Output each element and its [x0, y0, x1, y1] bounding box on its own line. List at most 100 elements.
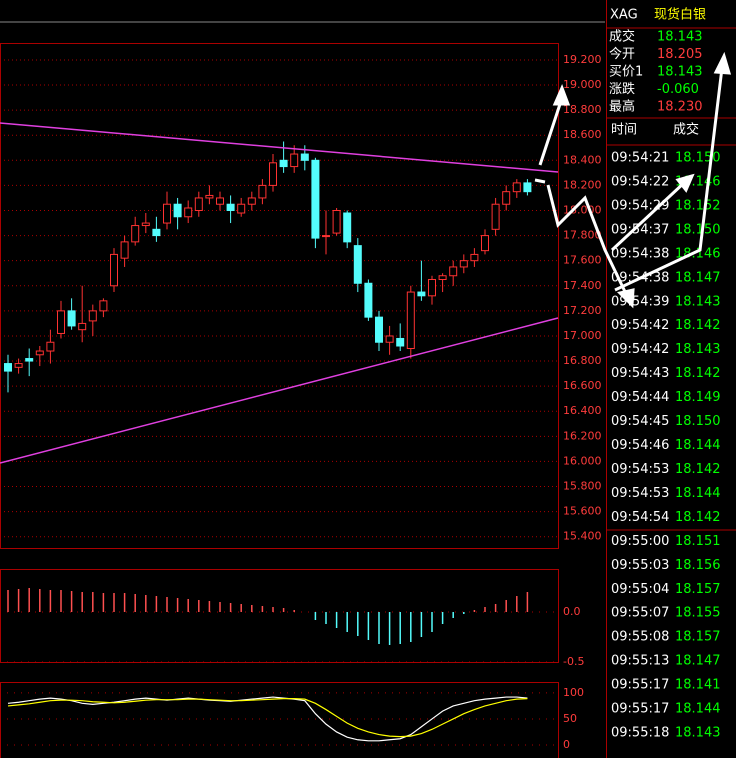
- trade-time: 09:55:18: [611, 726, 669, 741]
- candle-body: [438, 275, 447, 281]
- arrow: [538, 97, 564, 166]
- candle-body: [502, 191, 511, 205]
- quote-value: -0.060: [657, 82, 699, 97]
- candle-body: [152, 228, 161, 237]
- candle-body: [459, 260, 468, 268]
- trade-price: 18.143: [675, 726, 721, 741]
- candle-body: [173, 203, 182, 218]
- indicator-line: [7, 698, 528, 738]
- candle-body: [226, 203, 235, 211]
- trade-time: 09:55:07: [611, 606, 669, 621]
- trade-time: 09:55:03: [611, 558, 669, 573]
- trade-time: 09:54:46: [611, 438, 669, 453]
- quote-label: 买价1: [609, 65, 643, 80]
- trade-time: 09:55:00: [611, 534, 669, 549]
- candle-body: [99, 300, 108, 312]
- y-tick-label: 19.000: [563, 78, 602, 91]
- candle-body: [481, 235, 489, 252]
- arrow: [614, 67, 724, 292]
- quote-value: 18.143: [657, 65, 703, 80]
- y-tick-label: 18.600: [563, 128, 602, 141]
- trade-time: 09:54:42: [611, 318, 669, 333]
- trade-time: 09:54:38: [611, 246, 669, 261]
- candle-body: [311, 159, 320, 239]
- candle-body: [417, 291, 426, 297]
- arrow-head: [552, 84, 571, 106]
- trade-price: 18.150: [675, 414, 721, 429]
- y-tick-label: 17.600: [563, 254, 602, 267]
- trade-time: 09:55:08: [611, 630, 669, 645]
- candle-body: [491, 203, 500, 230]
- candle-body: [216, 197, 224, 205]
- quote-label: 今开: [609, 46, 635, 62]
- indicator-line: [7, 696, 528, 742]
- candle-body: [4, 363, 12, 372]
- candle-body: [385, 335, 394, 343]
- trade-price: 18.144: [675, 486, 721, 501]
- quote-value: 18.230: [657, 100, 703, 115]
- arrow: [610, 180, 687, 252]
- y-tick-label: 19.200: [563, 53, 602, 66]
- y-tick-label: 18.400: [563, 153, 602, 166]
- candle-body: [375, 316, 383, 343]
- candle-body: [300, 153, 309, 161]
- trendline: [0, 122, 559, 173]
- trade-time: 09:55:04: [611, 582, 669, 597]
- candle-body: [258, 184, 267, 199]
- quote-label: 最高: [609, 99, 635, 115]
- candle-body: [88, 310, 97, 322]
- candle-body: [364, 282, 373, 318]
- candle-body: [25, 358, 34, 362]
- arrow-head: [675, 173, 695, 193]
- instrument-name: 现货白银: [654, 7, 706, 23]
- y-tick-label: 17.400: [563, 279, 602, 292]
- annotations: [0, 51, 732, 464]
- trade-price: 18.142: [675, 462, 721, 477]
- trade-time: 09:54:53: [611, 486, 669, 501]
- y-tick-label: 100: [563, 686, 584, 699]
- candle-body: [343, 212, 352, 243]
- quote-value: 18.143: [657, 30, 703, 45]
- candle-body: [131, 225, 140, 243]
- candle-body: [406, 291, 415, 350]
- macd-panel: [0, 569, 559, 663]
- y-tick-label: 0: [563, 738, 570, 751]
- y-tick-label: 18.800: [563, 103, 602, 116]
- trade-price: 18.150: [675, 222, 721, 237]
- trades-header: 成交: [673, 122, 699, 138]
- candle-body: [205, 194, 214, 199]
- trade-time: 09:55:13: [611, 654, 669, 669]
- candle-body: [269, 162, 277, 186]
- trade-price: 18.157: [675, 582, 721, 597]
- y-tick-label: 18.200: [563, 178, 602, 191]
- trade-price: 18.152: [675, 198, 721, 213]
- trade-price: 18.156: [675, 558, 721, 573]
- y-tick-label: 50: [563, 712, 577, 725]
- trade-price: 18.147: [675, 654, 721, 669]
- y-tick-label: 15.600: [563, 505, 602, 518]
- trade-time: 09:55:17: [611, 678, 669, 693]
- candle-body: [67, 310, 76, 327]
- candle-body: [332, 209, 341, 234]
- trades-header: 时间: [611, 123, 637, 138]
- candle-body: [353, 245, 362, 284]
- trade-time: 09:54:43: [611, 366, 669, 381]
- trade-price: 18.142: [675, 510, 721, 525]
- trade-time: 09:54:45: [611, 414, 669, 429]
- trade-price: 18.143: [675, 294, 721, 309]
- trade-time: 09:55:17: [611, 702, 669, 717]
- candle-body: [35, 350, 44, 356]
- candle-body: [512, 182, 521, 193]
- symbol: XAG: [610, 8, 638, 23]
- arrow: [534, 178, 546, 184]
- main-panel: [0, 43, 559, 549]
- arrow-head: [713, 51, 732, 75]
- arrow-head: [617, 288, 635, 309]
- candle-body: [78, 322, 87, 331]
- quote-label: 成交: [609, 29, 635, 45]
- y-tick-label: 17.000: [563, 329, 602, 342]
- candle-body: [428, 279, 436, 297]
- y-tick-label: 15.800: [563, 480, 602, 493]
- y-tick-label: -0.5: [563, 655, 584, 668]
